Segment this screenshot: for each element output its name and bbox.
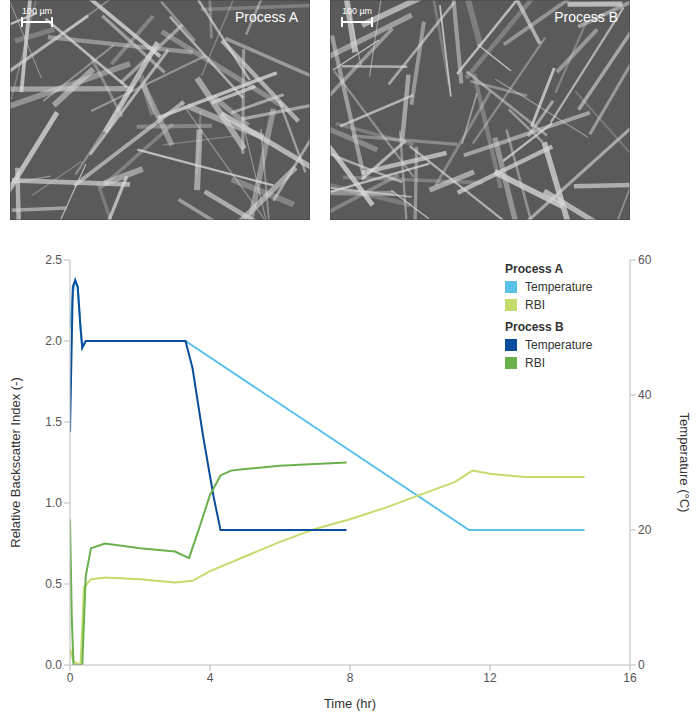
- svg-text:2.5: 2.5: [45, 253, 62, 267]
- svg-text:100 µm: 100 µm: [342, 6, 372, 16]
- svg-text:Process A: Process A: [235, 9, 299, 25]
- svg-text:Time (hr): Time (hr): [324, 696, 376, 711]
- svg-text:1.0: 1.0: [45, 496, 62, 510]
- html-text:Temperature: Temperature: [525, 280, 593, 294]
- html-text:Process B: Process B: [505, 320, 564, 334]
- svg-text:0: 0: [67, 671, 74, 685]
- svg-text:Relative Backscatter Index (-): Relative Backscatter Index (-): [8, 377, 23, 548]
- svg-text:1.5: 1.5: [45, 415, 62, 429]
- svg-text:2.0: 2.0: [45, 334, 62, 348]
- svg-text:40: 40: [638, 388, 652, 402]
- html-text:RBI: RBI: [525, 298, 545, 312]
- html-text:Temperature: Temperature: [525, 338, 593, 352]
- svg-text:0.0: 0.0: [45, 658, 62, 672]
- svg-text:20: 20: [638, 523, 652, 537]
- svg-text:100 µm: 100 µm: [22, 6, 52, 16]
- svg-text:Temperature (°C): Temperature (°C): [677, 413, 692, 513]
- svg-text:Process B: Process B: [554, 9, 618, 25]
- svg-text:4: 4: [207, 671, 214, 685]
- html-text:Process A: Process A: [505, 262, 564, 276]
- html-text:RBI: RBI: [525, 356, 545, 370]
- svg-text:60: 60: [638, 253, 652, 267]
- svg-text:0: 0: [638, 658, 645, 672]
- svg-text:12: 12: [483, 671, 497, 685]
- svg-text:0.5: 0.5: [45, 577, 62, 591]
- svg-text:8: 8: [347, 671, 354, 685]
- svg-text:16: 16: [623, 671, 637, 685]
